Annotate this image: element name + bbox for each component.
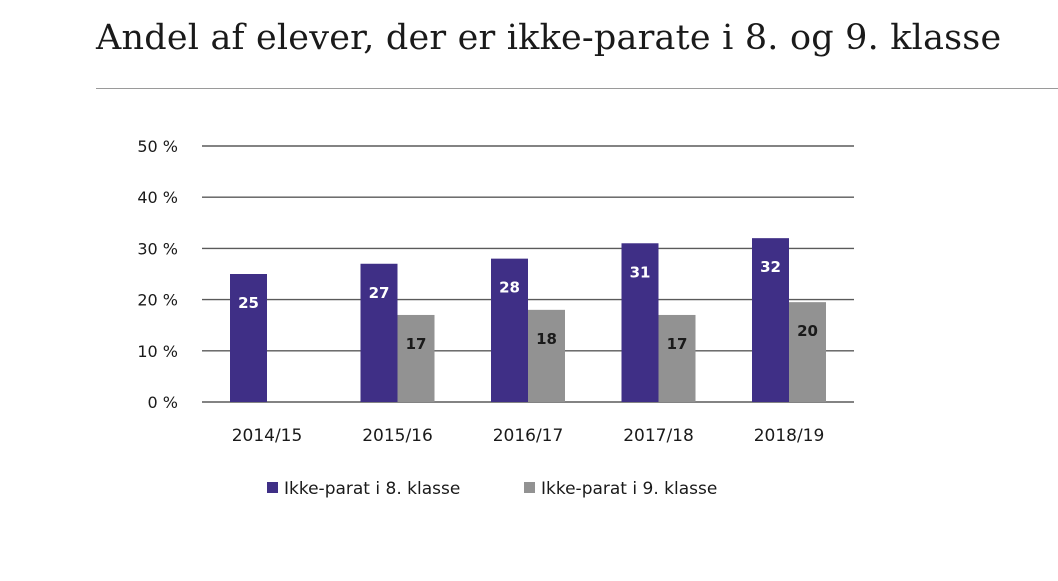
bar-label-9-klasse: 17 [406,335,427,353]
bar-8-klasse [621,243,659,402]
legend-label-8-klasse: Ikke-parat i 8. klasse [284,479,460,499]
y-tick-label: 20 % [137,291,178,310]
y-tick-label: 30 % [137,239,178,258]
y-tick-label: 40 % [137,188,178,207]
legend-swatch-9-klasse [524,482,535,493]
bar-9-klasse [397,314,435,402]
y-tick-label: 50 % [137,137,178,156]
bar-label-9-klasse: 20 [797,322,818,340]
bar-label-8-klasse: 27 [369,284,390,302]
chart-title: Andel af elever, der er ikke-parate i 8.… [96,18,1002,58]
title-divider [96,88,1058,89]
bar-label-8-klasse: 25 [238,294,259,312]
legend-swatch-8-klasse [267,482,278,493]
bar-label-8-klasse: 28 [499,279,520,297]
bar-9-klasse [528,309,565,402]
bar-label-8-klasse: 32 [760,258,781,276]
legend-label-9-klasse: Ikke-parat i 9. klasse [541,479,717,499]
bar-8-klasse [360,263,398,402]
bar-8-klasse [752,238,789,402]
bar-9-klasse [658,314,696,402]
bar-9-klasse [789,302,826,402]
x-tick-label: 2015/16 [362,426,433,446]
bar-8-klasse [230,274,267,402]
bar-label-9-klasse: 18 [536,330,557,348]
y-tick-label: 10 % [137,342,178,361]
y-tick-label: 0 % [148,393,178,412]
x-tick-label: 2018/19 [754,426,825,446]
x-tick-label: 2014/15 [232,426,303,446]
bar-label-9-klasse: 17 [667,335,688,353]
x-tick-label: 2017/18 [623,426,694,446]
bar-8-klasse [491,258,528,402]
x-tick-label: 2016/17 [493,426,564,446]
bar-label-8-klasse: 31 [630,263,651,281]
